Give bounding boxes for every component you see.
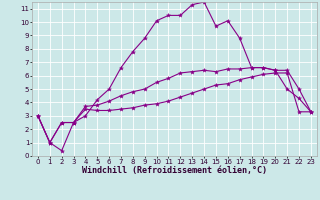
X-axis label: Windchill (Refroidissement éolien,°C): Windchill (Refroidissement éolien,°C) [82, 166, 267, 175]
